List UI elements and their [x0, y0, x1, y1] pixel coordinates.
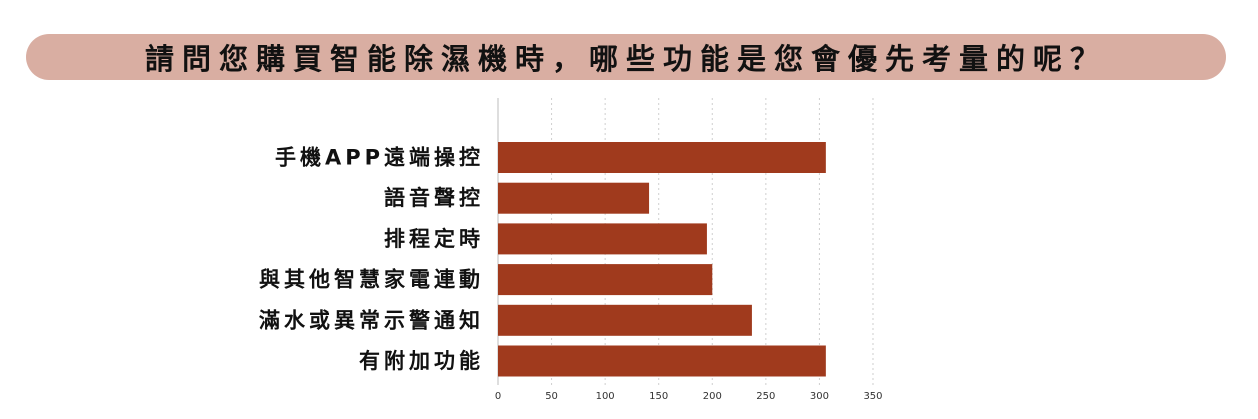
category-label: 語音聲控 [384, 186, 484, 210]
category-label: 排程定時 [384, 227, 484, 251]
bar [498, 223, 707, 255]
bar [498, 345, 826, 377]
bar [498, 142, 826, 173]
x-tick-label: 350 [863, 391, 882, 402]
x-tick-label: 300 [810, 391, 829, 402]
category-label: 手機APP遠端操控 [275, 146, 484, 170]
x-tick-label: 100 [596, 391, 615, 402]
x-tick-label: 200 [703, 391, 722, 402]
category-label: 滿水或異常示警通知 [259, 308, 484, 332]
bar [498, 304, 752, 336]
bar [498, 264, 713, 296]
chart-title: 請問您購買智能除濕機時，哪些功能是您會優先考量的呢？ [144, 42, 1107, 76]
bar [498, 182, 650, 214]
x-tick-label: 0 [495, 391, 501, 402]
category-label: 與其他智慧家電連動 [259, 268, 484, 292]
category-label: 有附加功能 [359, 349, 484, 373]
title-banner: 請問您購買智能除濕機時，哪些功能是您會優先考量的呢？ [26, 34, 1226, 80]
x-tick-label: 50 [545, 391, 558, 402]
x-tick-label: 250 [756, 391, 775, 402]
x-tick-label: 150 [649, 391, 668, 402]
